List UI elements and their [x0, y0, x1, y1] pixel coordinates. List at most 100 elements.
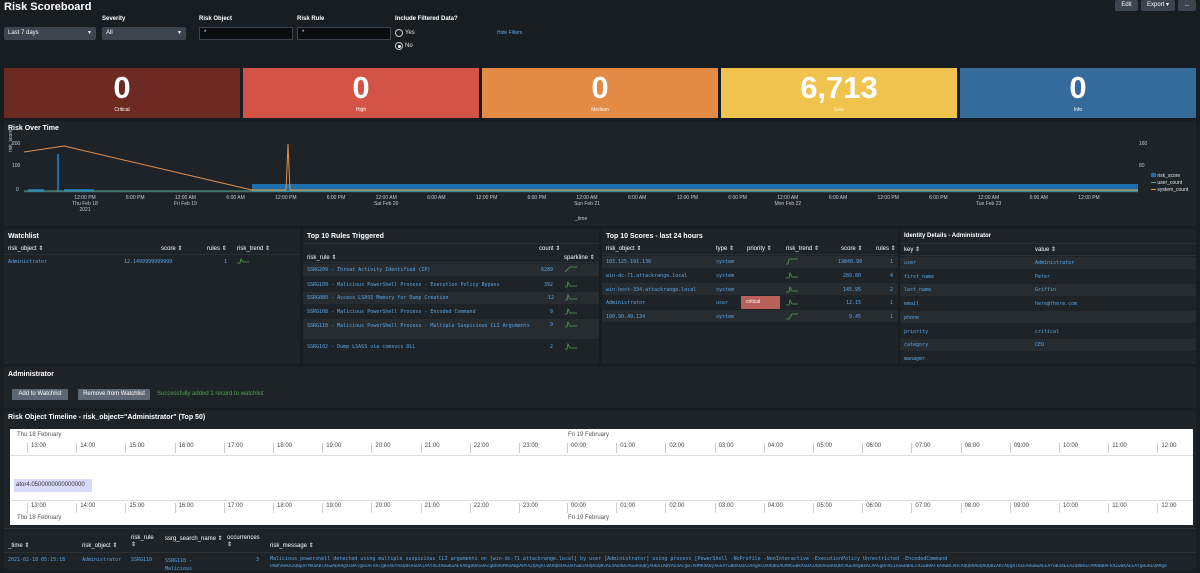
rule-name[interactable]: SSRG209 - Threat Activity Identified (IP…	[307, 267, 431, 273]
single-value-high[interactable]: 0 High	[243, 68, 479, 118]
identity-value[interactable]: critical	[1035, 329, 1060, 335]
severity-select[interactable]: All ▼	[102, 27, 186, 40]
col-ssrg-search-name[interactable]: ssrg_search_name ⇕	[165, 535, 223, 542]
table-row[interactable]	[602, 310, 898, 322]
identity-key[interactable]: phone	[904, 315, 920, 321]
identity-key[interactable]: email	[904, 301, 920, 307]
watchlist-score[interactable]: 12.1499999999999	[124, 259, 173, 265]
table-row[interactable]	[602, 283, 898, 295]
legend-item[interactable]: user_count	[1151, 180, 1188, 187]
table-row[interactable]	[303, 319, 599, 339]
table-row[interactable]	[900, 339, 1196, 351]
identity-key[interactable]: category	[904, 342, 929, 348]
identity-key[interactable]: priority	[904, 329, 929, 335]
score-type[interactable]: system	[716, 259, 735, 265]
add-to-watchlist-button[interactable]: Add to Watchlist	[12, 389, 68, 400]
score-rules[interactable]: 1	[890, 314, 894, 320]
score-type[interactable]: system	[716, 314, 735, 320]
rule-count[interactable]: 9	[550, 309, 554, 315]
event-message[interactable]: Malicious powershell detected using mult…	[270, 556, 948, 562]
col-score[interactable]: score ⇕	[161, 245, 182, 252]
single-value-critical[interactable]: 0 Critical	[4, 68, 240, 118]
risk-object-input[interactable]: *	[199, 27, 293, 40]
time-range-picker[interactable]: Last 7 days ▼	[4, 27, 96, 40]
edit-button[interactable]: Edit	[1115, 0, 1138, 11]
col-risk-rule[interactable]: risk_rule ⇕	[131, 535, 154, 549]
identity-key[interactable]: manager	[904, 356, 926, 362]
score-value[interactable]: 145.95	[843, 287, 862, 293]
legend-item[interactable]: system_count	[1151, 187, 1188, 194]
timeline-item[interactable]: ator4.0500000000000000	[14, 479, 92, 492]
identity-value[interactable]: CEO	[1035, 342, 1045, 348]
event-search-name[interactable]: SSRG110 - Malicious	[165, 558, 193, 572]
col-risk-object[interactable]: risk_object ⇕	[606, 245, 641, 252]
hide-filters-link[interactable]: Hide Filters	[497, 30, 523, 36]
rule-name[interactable]: SSRG108 - Malicious PowerShell Process -…	[307, 309, 476, 315]
score-rules[interactable]: 1	[890, 259, 894, 265]
identity-value[interactable]: Administrator	[1035, 260, 1075, 266]
score-risk-object[interactable]: 103.125.191.136	[606, 259, 652, 265]
remove-from-watchlist-button[interactable]: Remove from Watchlist	[78, 389, 150, 400]
col-priority[interactable]: priority ⇕	[747, 245, 772, 252]
identity-value[interactable]: Peter	[1035, 274, 1051, 280]
col-risk-trend[interactable]: risk_trend ⇕	[237, 245, 270, 252]
score-value[interactable]: 289.80	[843, 273, 862, 279]
table-row[interactable]	[303, 292, 599, 304]
col-rules[interactable]: rules ⇕	[876, 245, 896, 252]
col-rules[interactable]: rules ⇕	[207, 245, 227, 252]
score-type[interactable]: system	[716, 287, 735, 293]
table-row[interactable]	[900, 257, 1196, 269]
rule-count[interactable]: 12	[548, 295, 555, 301]
export-button[interactable]: Export ▾	[1141, 0, 1175, 11]
score-type[interactable]: user	[716, 300, 729, 306]
rule-count[interactable]: 9	[550, 322, 554, 328]
identity-value[interactable]: Griffin	[1035, 287, 1057, 293]
event-risk-object[interactable]: Administrator	[82, 557, 122, 563]
col-occurrences[interactable]: occurrences ⇕	[227, 535, 260, 549]
event-message-cont[interactable]: UABhAHkAZQBpAFMAaABlAGwAbAAgACBATgBvAFAA…	[270, 564, 1167, 569]
col-risk-message[interactable]: risk_message ⇕	[270, 542, 314, 549]
score-rules[interactable]: 4	[890, 273, 894, 279]
score-risk-object[interactable]: win-host-334.attackrange.local	[606, 287, 697, 293]
priority-badge[interactable]: critical	[741, 296, 780, 309]
event-occurrences[interactable]: 3	[256, 557, 260, 563]
score-value[interactable]: 12.15	[846, 300, 862, 306]
legend-item[interactable]: risk_score	[1151, 173, 1188, 180]
score-type[interactable]: system	[716, 273, 735, 279]
col-value[interactable]: value ⇕	[1035, 246, 1056, 253]
identity-value[interactable]: here@there.com	[1035, 301, 1078, 307]
score-risk-object[interactable]: 190.90.49.134	[606, 314, 646, 320]
col-risk-object[interactable]: risk_object ⇕	[82, 542, 117, 549]
col-key[interactable]: key ⇕	[904, 246, 920, 253]
col-count[interactable]: count ⇕	[539, 245, 560, 252]
col-risk-rule[interactable]: risk_rule ⇕	[307, 254, 336, 261]
radio-no[interactable]	[395, 42, 403, 50]
col-score[interactable]: score ⇕	[841, 245, 862, 252]
score-risk-object[interactable]: win-dc-71.attackrange.local	[606, 273, 688, 279]
col-time[interactable]: _time ⇕	[8, 542, 29, 549]
identity-key[interactable]: last_name	[904, 287, 932, 293]
risk-rule-input[interactable]: *	[297, 27, 391, 40]
rule-count[interactable]: 6289	[541, 267, 554, 273]
table-row[interactable]	[900, 284, 1196, 296]
score-rules[interactable]: 1	[890, 300, 894, 306]
rule-name[interactable]: SSRG109 - Malicious PowerShell Process -…	[307, 282, 500, 288]
event-time[interactable]: 2021-02-18 05:15:18	[8, 557, 66, 563]
rule-count[interactable]: 392	[544, 282, 554, 288]
col-risk-trend[interactable]: risk_trend ⇕	[786, 245, 819, 252]
table-row[interactable]	[303, 264, 599, 276]
identity-key[interactable]: first_name	[904, 274, 935, 280]
score-risk-object[interactable]: Administrator	[606, 300, 646, 306]
watchlist-rules[interactable]: 1	[224, 259, 228, 265]
rule-name[interactable]: SSRG080 - Access LSASS Memory for Dump C…	[307, 295, 449, 301]
more-actions-button[interactable]: ...	[1178, 0, 1196, 11]
score-value[interactable]: 19840.90	[838, 259, 863, 265]
rule-name[interactable]: SSRG102 - Dump LSASS via comsvcs DLL	[307, 344, 416, 350]
single-value-medium[interactable]: 0 Medium	[482, 68, 718, 118]
radio-yes[interactable]	[395, 29, 403, 37]
watchlist-risk-object[interactable]: Administrator	[8, 259, 48, 265]
rule-count[interactable]: 2	[550, 344, 554, 350]
event-risk-rule[interactable]: SSRG110	[131, 557, 153, 563]
risk-over-time-chart[interactable]	[24, 140, 1138, 194]
single-value-info[interactable]: 0 Info	[960, 68, 1196, 118]
